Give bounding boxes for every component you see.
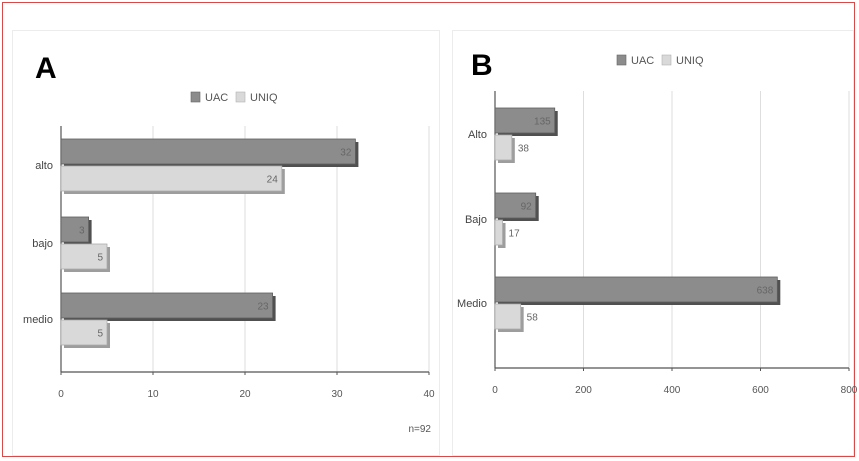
chart-b-panel-letter: B (471, 49, 493, 82)
chart-b-bar-uniq (494, 219, 503, 246)
chart-b-bar-value-label-uac: 92 (521, 202, 533, 213)
chart-a-svg: A UAC UNIQ 0 10 20 30 40 alto 32 24 bajo 3 5 medio 23 5 n… (23, 52, 435, 435)
chart-b-legend-swatch-uniq (661, 54, 672, 66)
chart-a-bar-uniq (60, 319, 108, 346)
chart-b-category-label: Medio (457, 298, 487, 310)
chart-b-bar-uniq (494, 134, 513, 161)
chart-b-x-tick-label: 400 (664, 385, 681, 396)
chart-b-x-tick-label: 0 (492, 385, 498, 396)
chart-a-bar-uac (60, 138, 356, 165)
chart-panel-a: A UAC UNIQ 0 10 20 30 40 alto 32 24 bajo 3 5 medio 23 5 n… (12, 30, 440, 456)
chart-a-legend-label-uac: UAC (205, 92, 228, 104)
chart-a-bar-value-label-uac: 23 (257, 302, 269, 313)
chart-b-bar-uniq (494, 303, 522, 330)
chart-b-category-label: Alto (468, 129, 487, 141)
chart-a-x-tick-label: 30 (331, 389, 343, 400)
chart-b-bar-uac (494, 107, 556, 134)
chart-a-x-tick-label: 0 (58, 389, 64, 400)
chart-a-category-label: alto (35, 160, 53, 172)
chart-a-legend-swatch-uac (190, 91, 201, 103)
chart-b-bar-value-label-uniq: 17 (509, 229, 521, 240)
chart-a-category-label: medio (23, 314, 53, 326)
chart-a-sample-note: n=92 (408, 424, 431, 435)
chart-a-category-label: bajo (32, 238, 53, 250)
chart-a-bar-value-label-uniq: 24 (267, 175, 279, 186)
chart-b-legend-label-uac: UAC (631, 55, 654, 67)
chart-a-bar-value-label-uniq: 5 (97, 253, 103, 264)
chart-a-x-tick-label: 10 (147, 389, 159, 400)
chart-b-svg: B UAC UNIQ 0 200 400 600 800 Alto 135 38 Bajo 92 17 Me… (457, 49, 858, 396)
chart-a-bar-uniq (60, 243, 108, 270)
chart-b-category-label: Bajo (465, 214, 487, 226)
chart-b-legend-swatch-uac (616, 54, 627, 66)
chart-panel-b: B UAC UNIQ 0 200 400 600 800 Alto 135 38 Bajo 92 17 Me… (452, 30, 858, 456)
chart-b-x-tick-label: 600 (752, 385, 769, 396)
chart-b-x-tick-label: 800 (841, 385, 858, 396)
chart-a-bar-value-label-uac: 3 (79, 226, 85, 237)
chart-a-bar-value-label-uac: 32 (340, 148, 352, 159)
chart-a-bar-value-label-uniq: 5 (97, 329, 103, 340)
chart-a-panel-letter: A (35, 52, 57, 85)
chart-b-bar-value-label-uniq: 38 (518, 144, 530, 155)
chart-a-legend-label-uniq: UNIQ (250, 92, 278, 104)
chart-b-bar-uac (494, 192, 537, 219)
chart-a-bar-uac (60, 216, 90, 243)
chart-b-bar-uac (494, 276, 778, 303)
chart-b-bar-value-label-uac: 638 (757, 286, 774, 297)
chart-a-bar-uniq (60, 165, 283, 192)
chart-b-bar-value-label-uniq: 58 (527, 313, 539, 324)
chart-a-x-tick-label: 20 (239, 389, 251, 400)
chart-b-bar-value-label-uac: 135 (534, 117, 551, 128)
chart-a-legend-swatch-uniq (235, 91, 246, 103)
chart-a-bar-uac (60, 292, 274, 319)
chart-b-legend-label-uniq: UNIQ (676, 55, 704, 67)
chart-b-x-tick-label: 200 (575, 385, 592, 396)
chart-a-x-tick-label: 40 (423, 389, 435, 400)
